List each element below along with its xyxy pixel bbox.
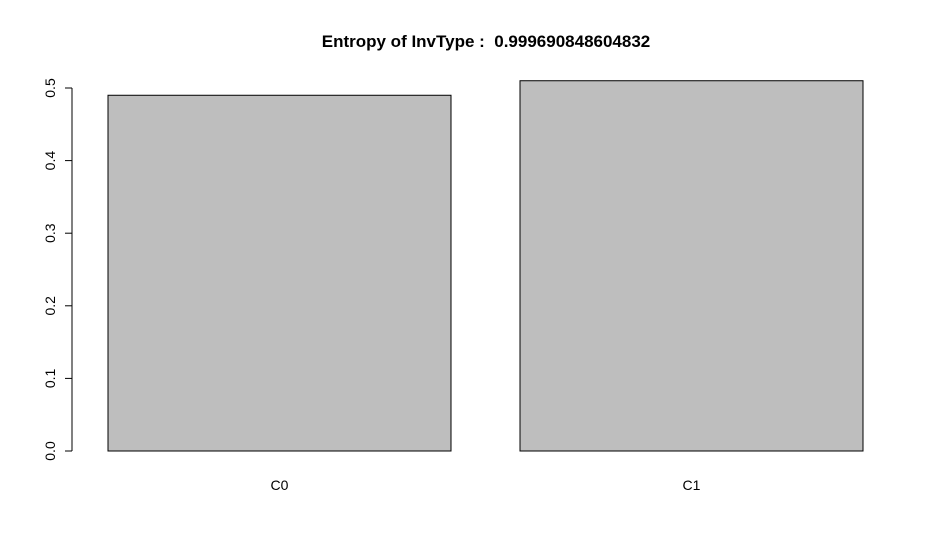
bar-c0 (107, 94, 452, 452)
x-category-label: C0 (271, 477, 289, 493)
bars-group (107, 80, 864, 452)
y-tick-label: 0.4 (42, 151, 58, 171)
y-tick-label: 0.5 (42, 78, 58, 98)
x-category-label: C1 (683, 477, 701, 493)
y-tick-label: 0.0 (42, 441, 58, 461)
bar-c1 (519, 80, 864, 452)
y-axis: 0.0 0.1 0.2 0.3 0.4 0.5 (42, 78, 73, 461)
x-axis-labels: C0 C1 (271, 477, 701, 493)
y-tick-label: 0.3 (42, 223, 58, 243)
chart-title: Entropy of InvType : 0.999690848604832 (322, 32, 651, 51)
y-tick-label: 0.1 (42, 368, 58, 388)
y-tick-label: 0.2 (42, 296, 58, 316)
